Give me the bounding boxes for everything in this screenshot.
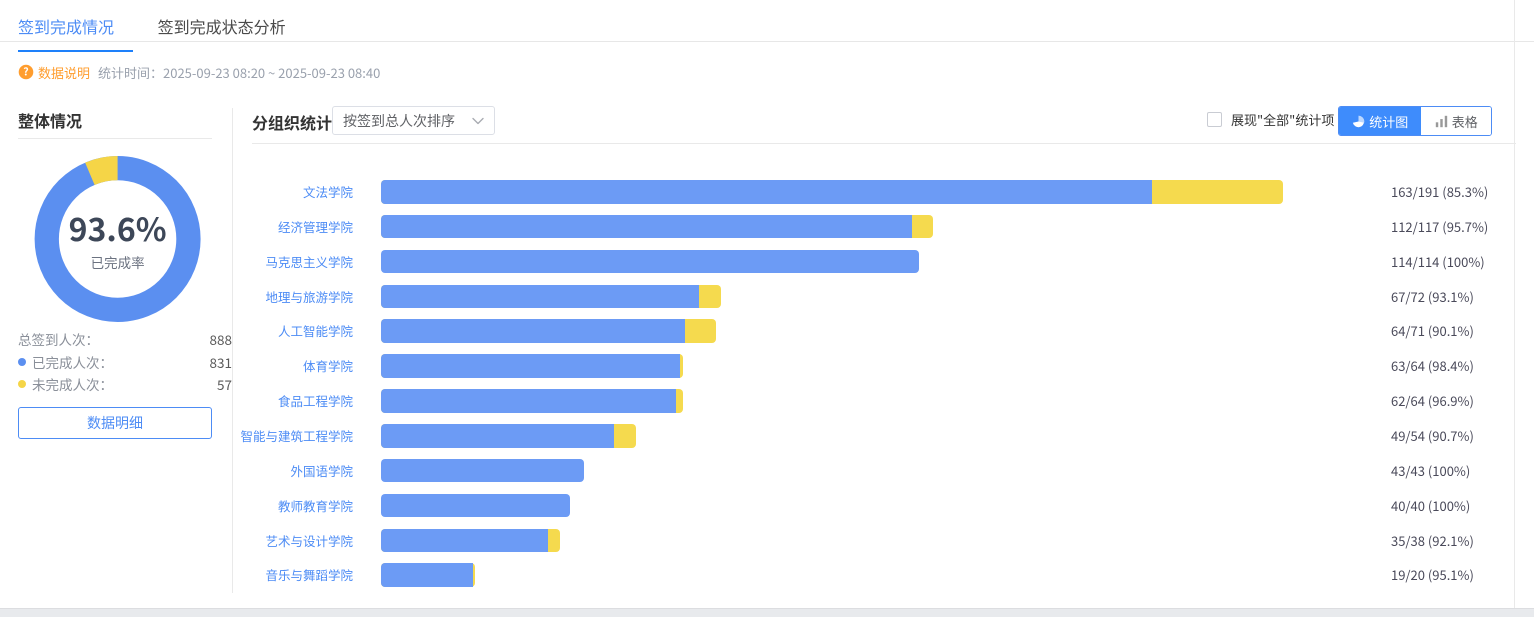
- svg-text:?: ?: [23, 64, 28, 79]
